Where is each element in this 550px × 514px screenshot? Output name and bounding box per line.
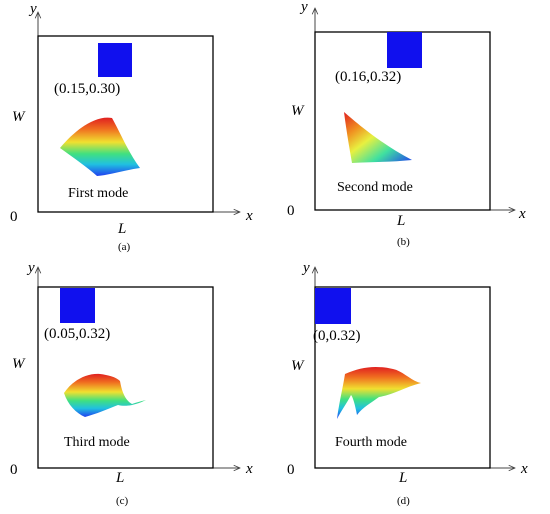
- panel-caption: (a): [118, 241, 131, 253]
- panel-a: y x W L 0 (0.15,0.30) First mode (a): [0, 0, 275, 257]
- attached-mass-patch: [387, 32, 422, 68]
- panel-b-drawing: [275, 0, 550, 257]
- attached-mass-patch: [60, 288, 95, 323]
- length-label: L: [116, 470, 125, 486]
- panel-a-drawing: [0, 0, 275, 257]
- attached-mass-patch: [98, 43, 132, 77]
- panel-d-drawing: [275, 257, 550, 514]
- origin-label: 0: [287, 203, 295, 219]
- origin-label: 0: [287, 462, 295, 478]
- panel-caption: (c): [116, 495, 129, 507]
- y-axis-label: y: [301, 0, 308, 15]
- x-axis-label: x: [246, 208, 253, 224]
- panel-d: y x W L 0 Fourth mode (0,0.32) (d): [275, 257, 550, 514]
- attached-mass-patch: [315, 288, 351, 324]
- mass-coordinates: (0.05,0.32): [44, 326, 111, 342]
- x-axis-label: x: [246, 461, 253, 477]
- mode-shape-surface: [64, 373, 146, 417]
- mass-coordinates: (0.15,0.30): [54, 81, 121, 97]
- mode-shape-surface: [344, 112, 412, 163]
- width-label: W: [12, 356, 25, 372]
- mode-label: Fourth mode: [335, 435, 407, 450]
- mass-coordinates: (0.16,0.32): [335, 69, 402, 85]
- mode-label: First mode: [68, 186, 129, 201]
- mass-coordinates: (0,0.32): [313, 328, 361, 344]
- origin-label: 0: [10, 462, 18, 478]
- panel-caption: (b): [397, 236, 410, 248]
- x-axis-label: x: [519, 206, 526, 222]
- y-axis-label: y: [303, 260, 310, 276]
- width-label: W: [291, 358, 304, 374]
- mode-label: Third mode: [64, 435, 130, 450]
- panel-c-drawing: [0, 257, 275, 514]
- length-label: L: [399, 470, 408, 486]
- y-axis-label: y: [30, 1, 37, 17]
- plate-boundary: [37, 286, 214, 469]
- panel-b: y x W L 0 (0.16,0.32) Second mode (b): [275, 0, 550, 257]
- mode-shape-surface: [337, 366, 421, 419]
- length-label: L: [118, 221, 127, 237]
- x-axis-label: x: [521, 461, 528, 477]
- origin-label: 0: [10, 209, 18, 225]
- width-label: W: [12, 109, 25, 125]
- mode-shape-surface: [60, 117, 140, 176]
- width-label: W: [291, 103, 304, 119]
- length-label: L: [397, 213, 406, 229]
- plate-boundary: [37, 35, 214, 213]
- panel-c: y x W L 0 (0.05,0.32) Third mode (c): [0, 257, 275, 514]
- panel-caption: (d): [397, 495, 410, 507]
- plate-boundary: [314, 286, 491, 469]
- y-axis-label: y: [28, 260, 35, 276]
- mode-label: Second mode: [337, 180, 413, 195]
